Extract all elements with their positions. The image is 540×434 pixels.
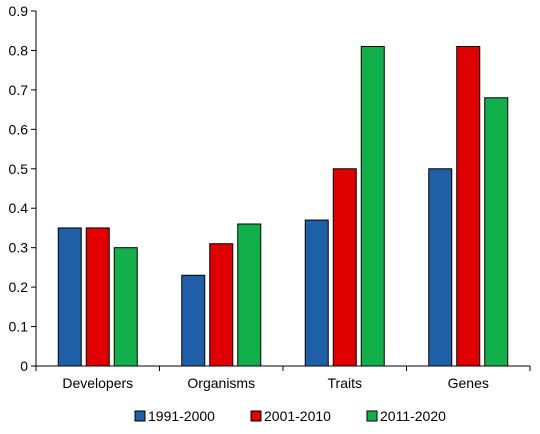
bars xyxy=(57,46,509,367)
bar-2011-2020-genes xyxy=(484,97,509,367)
x-tick-label: Organisms xyxy=(187,375,255,391)
bar-1991-2000-developers xyxy=(57,227,82,367)
x-tick-label: Traits xyxy=(328,375,362,391)
y-tick-label: 0.8 xyxy=(9,42,29,58)
y-tick-label: 0.1 xyxy=(9,319,29,335)
legend-swatch xyxy=(250,410,262,422)
y-tick-label: 0.3 xyxy=(9,240,29,256)
y-tick-label: 0.7 xyxy=(9,82,29,98)
legend: 1991-2000 2001-2010 2011-2020 xyxy=(134,408,446,424)
x-tick-label: Developers xyxy=(62,375,133,391)
legend-label: 1991-2000 xyxy=(148,408,215,424)
x-tick-label: Genes xyxy=(448,375,489,391)
y-tick-label: 0.4 xyxy=(9,200,29,216)
y-tick-label: 0 xyxy=(20,358,28,374)
legend-label: 2001-2010 xyxy=(264,408,331,424)
bar-1991-2000-organisms xyxy=(181,274,206,367)
bar-1991-2000-traits xyxy=(304,219,329,367)
x-axis: Developers Organisms Traits Genes xyxy=(35,365,531,391)
bar-1991-2000-genes xyxy=(428,168,453,367)
y-tick-label: 0.9 xyxy=(9,3,29,19)
bar-2001-2010-organisms xyxy=(209,243,234,367)
bar-2001-2010-genes xyxy=(456,46,481,367)
bar-2011-2020-organisms xyxy=(237,223,262,367)
bar-2011-2020-developers xyxy=(113,247,138,367)
bar-2001-2010-developers xyxy=(85,227,110,367)
bar-2011-2020-traits xyxy=(360,46,385,367)
y-tick-label: 0.2 xyxy=(9,279,29,295)
legend-swatch xyxy=(366,410,378,422)
legend-swatch xyxy=(134,410,146,422)
y-axis: 0 0.1 0.2 0.3 0.4 0.5 0.6 0.7 0.8 0.9 xyxy=(9,3,37,374)
y-tick-label: 0.5 xyxy=(9,161,29,177)
y-tick-label: 0.6 xyxy=(9,121,29,137)
bar-2001-2010-traits xyxy=(332,168,357,367)
legend-label: 2011-2020 xyxy=(380,408,446,424)
